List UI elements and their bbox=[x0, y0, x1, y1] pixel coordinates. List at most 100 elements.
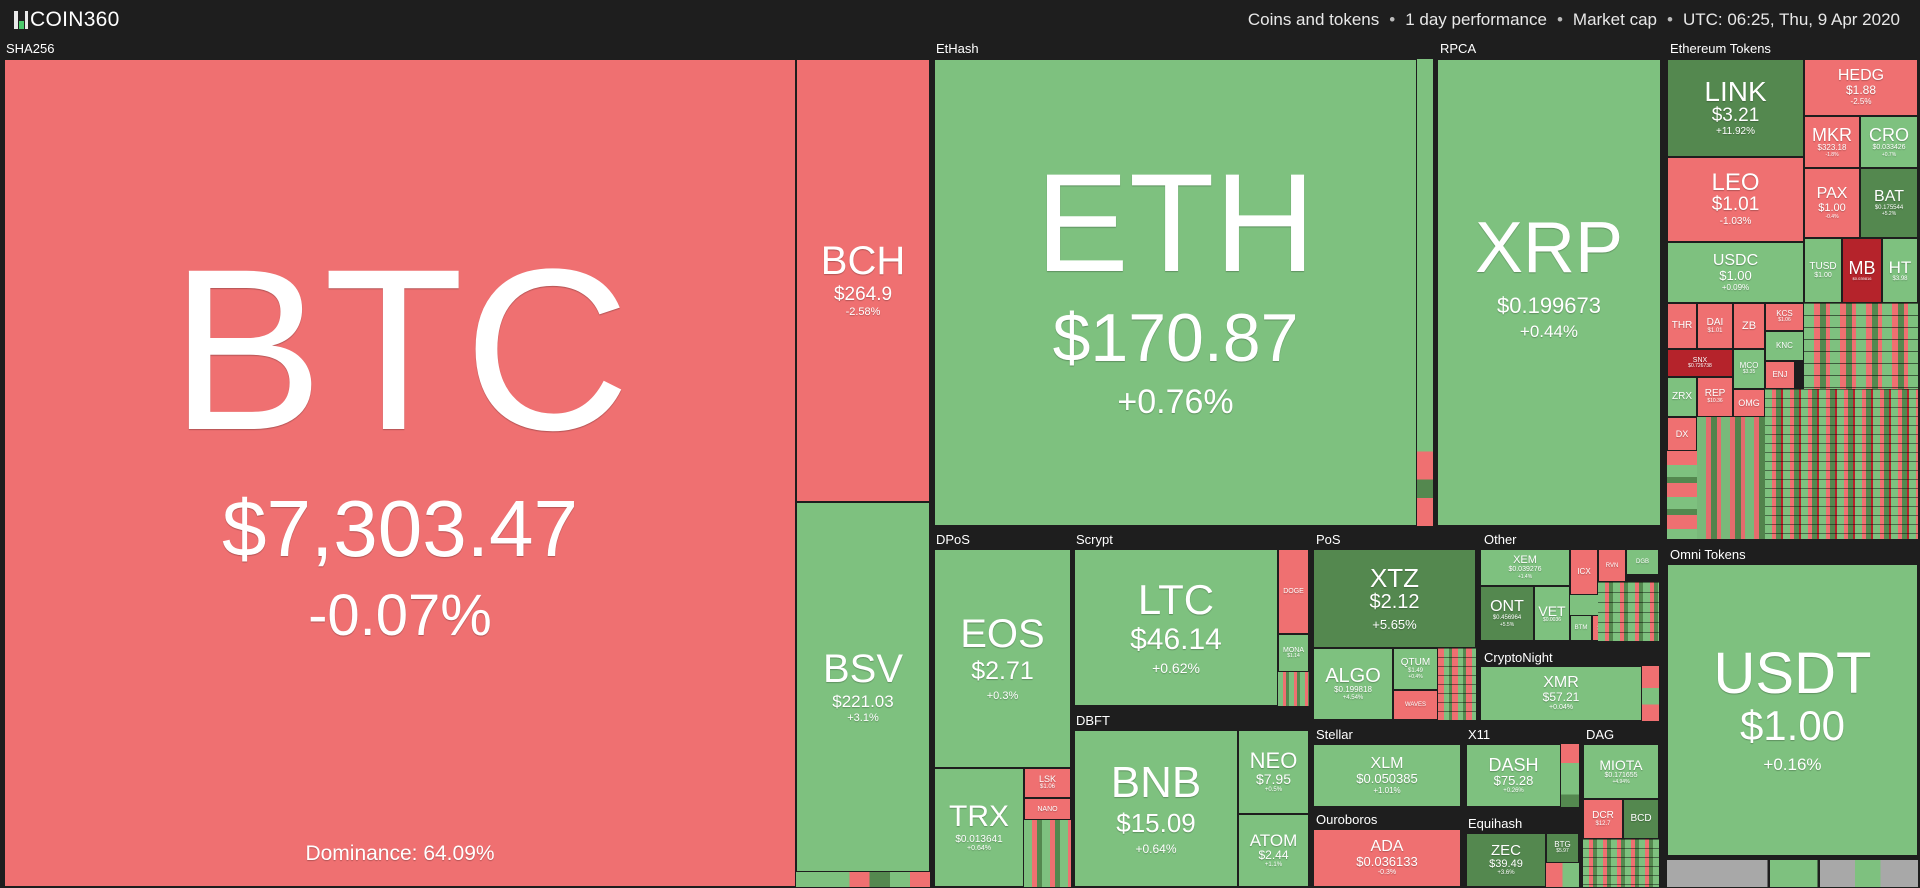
coin-price: $323.18 bbox=[1817, 142, 1847, 152]
tile-hedg[interactable]: HEDG $1.88 -2.5% bbox=[1804, 59, 1918, 116]
tile-icx[interactable]: ICX bbox=[1570, 549, 1598, 595]
tile-neo[interactable]: NEO $7.95 +0.5% bbox=[1238, 730, 1309, 814]
coin360-logo[interactable]: COIN360 bbox=[14, 8, 120, 32]
coin-price: $12.7 bbox=[1595, 820, 1611, 827]
other-small-coins bbox=[1598, 582, 1659, 641]
coin-price: $1.88 bbox=[1845, 83, 1877, 98]
tile-ont[interactable]: ONT $0.456964 +5.5% bbox=[1480, 586, 1534, 641]
coin-symbol: QTUM bbox=[1400, 656, 1431, 668]
tile-zrx[interactable]: ZRX bbox=[1667, 377, 1697, 417]
tile-algo[interactable]: ALGO $0.199818 +4.54% bbox=[1313, 648, 1393, 720]
tile-bcd[interactable]: BCD bbox=[1623, 799, 1659, 839]
tile-tusd[interactable]: TUSD $1.00 bbox=[1804, 238, 1842, 303]
utc-time: UTC: 06:25, Thu, 9 Apr 2020 bbox=[1682, 10, 1900, 29]
tile-usdt[interactable]: USDT $1.00 +0.16% bbox=[1667, 564, 1918, 856]
tile-bat[interactable]: BAT $0.175544 +5.2% bbox=[1860, 168, 1918, 238]
scrypt-small-coins bbox=[1278, 672, 1309, 706]
coin-price: $7,303.47 bbox=[222, 484, 578, 574]
coin-symbol: ADA bbox=[1370, 837, 1404, 855]
coin-price: $1.01 bbox=[1711, 194, 1760, 216]
tile-pax[interactable]: PAX $1.00 -0.4% bbox=[1804, 168, 1860, 238]
filter-metric[interactable]: Market cap bbox=[1572, 10, 1657, 29]
coin-price: $0.033426 bbox=[1872, 144, 1906, 152]
group-label-sha256: SHA256 bbox=[6, 41, 55, 56]
tile-dx[interactable]: DX bbox=[1667, 417, 1697, 451]
coin-change: +5.65% bbox=[1372, 616, 1417, 632]
tile-dgb[interactable]: DGB bbox=[1626, 549, 1659, 575]
tile-xtz[interactable]: XTZ $2.12 +5.65% bbox=[1313, 549, 1476, 648]
pos-small-coins bbox=[1438, 648, 1476, 720]
coin-change: -1.8% bbox=[1825, 152, 1839, 159]
tile-eos[interactable]: EOS $2.71 +0.3% bbox=[934, 549, 1071, 768]
tile-xrp[interactable]: XRP $0.199673 +0.44% bbox=[1437, 59, 1661, 526]
coin-symbol: SNX bbox=[1692, 356, 1708, 364]
tile-atom[interactable]: ATOM $2.44 +1.1% bbox=[1238, 814, 1309, 887]
group-label-dbft: DBFT bbox=[1076, 713, 1110, 728]
coin-price: $1.14 bbox=[1287, 652, 1300, 659]
tile-btm[interactable]: BTM bbox=[1570, 615, 1592, 641]
tile-lsk[interactable]: LSK $1.06 bbox=[1024, 768, 1071, 798]
coin-price: $0.0036 bbox=[1542, 616, 1562, 623]
coin-change: +0.64% bbox=[967, 844, 991, 852]
tile-mco[interactable]: MCO $3.35 bbox=[1733, 349, 1765, 389]
tile-thr[interactable]: THR bbox=[1667, 303, 1697, 349]
tile-ltc[interactable]: LTC $46.14 +0.62% bbox=[1074, 549, 1278, 706]
tile-dcr[interactable]: DCR $12.7 bbox=[1583, 799, 1623, 839]
tile-eth[interactable]: ETH $170.87 +0.76% bbox=[934, 59, 1417, 526]
tile-miota[interactable]: MIOTA $0.171655 +4.94% bbox=[1583, 744, 1659, 799]
tile-kcs[interactable]: KCS $1.06 bbox=[1765, 303, 1804, 331]
tile-vet[interactable]: VET $0.0036 bbox=[1534, 586, 1570, 641]
tile-omg[interactable]: OMG bbox=[1733, 389, 1765, 417]
coin-symbol: ICX bbox=[1577, 567, 1591, 576]
tile-rep[interactable]: REP $10.36 bbox=[1697, 377, 1733, 417]
tile-ht[interactable]: HT $3.98 bbox=[1882, 238, 1918, 303]
tile-dai[interactable]: DAI $1.01 bbox=[1697, 303, 1733, 349]
tile-xem[interactable]: XEM $0.039276 +1.4% bbox=[1480, 549, 1570, 586]
tile-mb[interactable]: MB $0.039816 bbox=[1842, 238, 1882, 303]
tile-btc[interactable]: BTC $7,303.47 -0.07% Dominance: 64.09% bbox=[4, 59, 796, 887]
tile-bch[interactable]: BCH $264.9 -2.58% bbox=[796, 59, 930, 502]
tile-zb[interactable]: ZB bbox=[1733, 303, 1765, 349]
coin-change: +0.4% bbox=[1408, 674, 1423, 681]
tile-usdc[interactable]: USDC $1.00 +0.09% bbox=[1667, 242, 1804, 303]
coin-price: $221.03 bbox=[832, 692, 894, 712]
tile-enj[interactable]: ENJ bbox=[1765, 361, 1795, 389]
coin-symbol: OMG bbox=[1738, 397, 1760, 408]
tile-snx[interactable]: SNX $0.726738 bbox=[1667, 349, 1733, 377]
tile-mkr[interactable]: MKR $323.18 -1.8% bbox=[1804, 116, 1860, 168]
coin-price: $1.06 bbox=[1778, 317, 1791, 324]
tile-zec[interactable]: ZEC $39.49 +3.6% bbox=[1466, 833, 1546, 887]
tile-leo[interactable]: LEO $1.01 -1.03% bbox=[1667, 157, 1804, 242]
tile-cro[interactable]: CRO $0.033426 +0.7% bbox=[1860, 116, 1918, 168]
tile-xlm[interactable]: XLM $0.050385 +1.01% bbox=[1313, 744, 1461, 807]
coin-symbol: ZEC bbox=[1491, 841, 1521, 859]
coin-symbol: BNB bbox=[1110, 758, 1202, 807]
tile-doge[interactable]: DOGE bbox=[1278, 549, 1309, 634]
coin-price: $264.9 bbox=[833, 284, 893, 306]
tile-link[interactable]: LINK $3.21 +11.92% bbox=[1667, 59, 1804, 157]
coin-price: $1.49 bbox=[1407, 667, 1423, 674]
tile-bsv[interactable]: BSV $221.03 +3.1% bbox=[796, 502, 930, 872]
tile-mona[interactable]: MONA $1.14 bbox=[1278, 634, 1309, 672]
sha256-small-coins bbox=[796, 872, 930, 887]
tile-nano[interactable]: NANO bbox=[1024, 798, 1071, 820]
tile-bnb[interactable]: BNB $15.09 +0.64% bbox=[1074, 730, 1238, 887]
tile-ada[interactable]: ADA $0.036133 -0.3% bbox=[1313, 829, 1461, 887]
coin-symbol: NEO bbox=[1249, 747, 1298, 773]
tile-qtum[interactable]: QTUM $1.49 +0.4% bbox=[1393, 648, 1438, 690]
filter-period[interactable]: 1 day performance bbox=[1405, 10, 1547, 29]
tile-btg[interactable]: BTG $5.97 bbox=[1546, 833, 1579, 863]
tile-dash[interactable]: DASH $75.28 +0.26% bbox=[1466, 744, 1561, 807]
coin-change: +3.6% bbox=[1497, 869, 1515, 876]
tile-rvn[interactable]: RVN bbox=[1598, 549, 1626, 582]
coin-symbol: HT bbox=[1888, 257, 1912, 277]
coin-price: $0.171655 bbox=[1604, 771, 1638, 779]
tile-waves[interactable]: WAVES bbox=[1393, 690, 1438, 720]
tile-knc[interactable]: KNC bbox=[1765, 331, 1804, 361]
tile-trx[interactable]: TRX $0.013641 +0.64% bbox=[934, 768, 1024, 887]
tile-xmr[interactable]: XMR $57.21 +0.04% bbox=[1480, 666, 1642, 721]
eth-tokens-small-2 bbox=[1667, 451, 1697, 539]
group-label-equihash: Equihash bbox=[1468, 816, 1523, 831]
filter-coins-tokens[interactable]: Coins and tokens bbox=[1247, 10, 1380, 29]
eth-tokens-small-4 bbox=[1804, 303, 1918, 389]
